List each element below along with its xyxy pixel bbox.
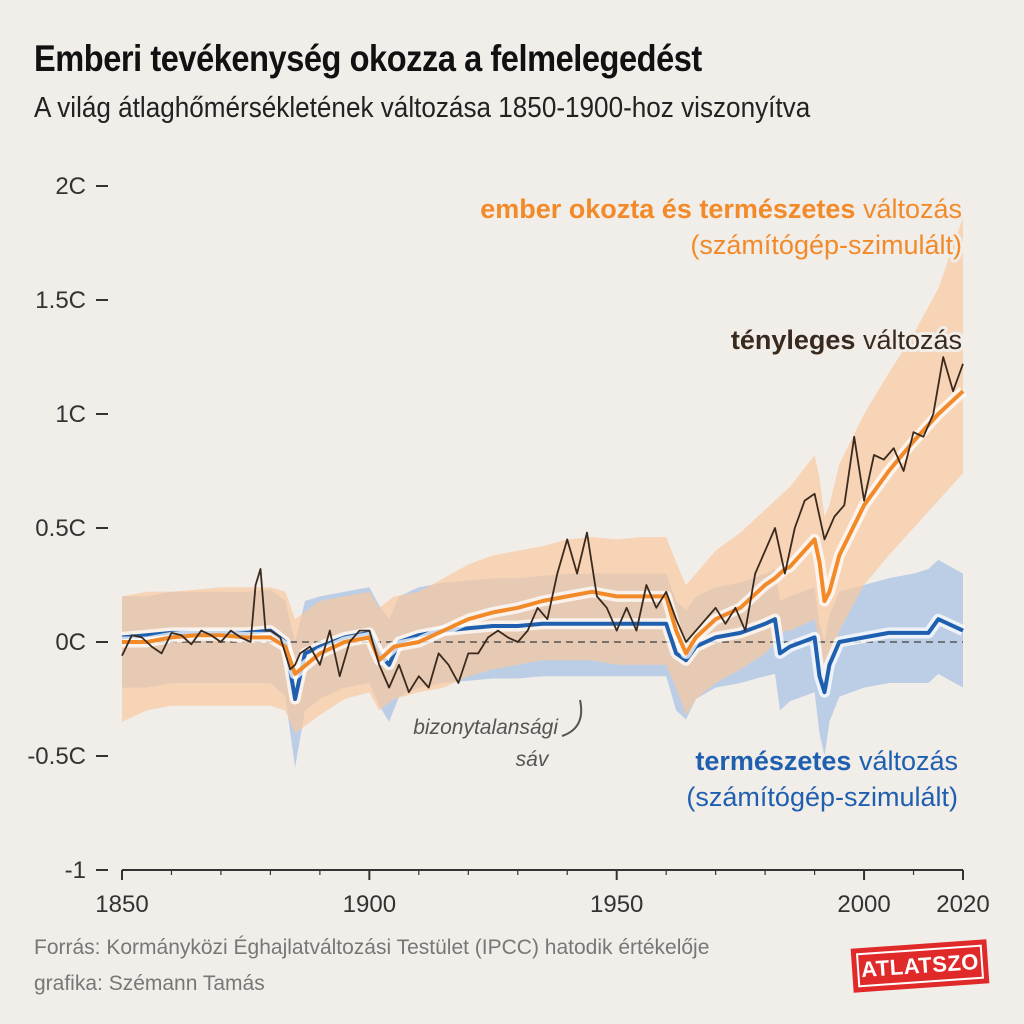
- y-tick-label: 0C: [55, 629, 86, 656]
- uncertainty-label-line2: sáv: [516, 748, 550, 771]
- observed-label: tényleges változás: [731, 325, 962, 355]
- uncertainty-pointer: [561, 699, 583, 737]
- source-note: Forrás: Kormányközi Éghajlatváltozási Te…: [34, 936, 710, 959]
- human-label-line2: (számítógép-szimulált): [690, 230, 962, 260]
- chart-subtitle: A világ átlaghőmérsékletének változása 1…: [34, 92, 811, 124]
- x-tick-label: 2000: [837, 891, 890, 918]
- natural-label-line1: természetes változás: [695, 746, 958, 776]
- x-tick-label: 1850: [95, 891, 148, 918]
- x-tick-label: 1950: [590, 891, 643, 918]
- human-label-line1: ember okozta és természetes változás: [480, 194, 962, 224]
- y-tick-label: 0.5C: [35, 515, 86, 542]
- x-tick-label: 1900: [343, 891, 396, 918]
- chart-title: Emberi tevékenység okozza a felmelegedés…: [34, 38, 702, 79]
- x-tick-label: 2020: [936, 891, 989, 918]
- series-lines: [121, 356, 967, 705]
- uncertainty-annotation: bizonytalansági sáv: [413, 699, 583, 771]
- human-series-label: ember okozta és természetes változás (sz…: [477, 191, 965, 263]
- human-line: [122, 389, 965, 676]
- y-tick-label: 1C: [55, 401, 86, 428]
- uncertainty-label-line1: bizonytalansági: [413, 716, 559, 739]
- human-uncertainty-band: [122, 217, 963, 734]
- axes: 2C 1.5C 1C 0.5C 0C -0.5C -1 1850 1900 1950 2000 202…: [27, 173, 989, 918]
- y-tick-label: -1: [65, 857, 86, 884]
- natural-series-label: természetes változás (számítógép-szimulá…: [683, 743, 961, 815]
- credit-note: grafika: Szémann Tamás: [34, 972, 265, 995]
- y-tick-label: 1.5C: [35, 287, 86, 314]
- observed-line: [121, 356, 964, 694]
- uncertainty-bands: [122, 217, 963, 768]
- observed-series-label: tényleges változás: [728, 322, 965, 358]
- natural-line: [121, 617, 964, 701]
- y-tick-label: 2C: [55, 173, 86, 200]
- natural-label-line2: (számítógép-szimulált): [686, 782, 958, 812]
- y-tick-label: -0.5C: [27, 743, 86, 770]
